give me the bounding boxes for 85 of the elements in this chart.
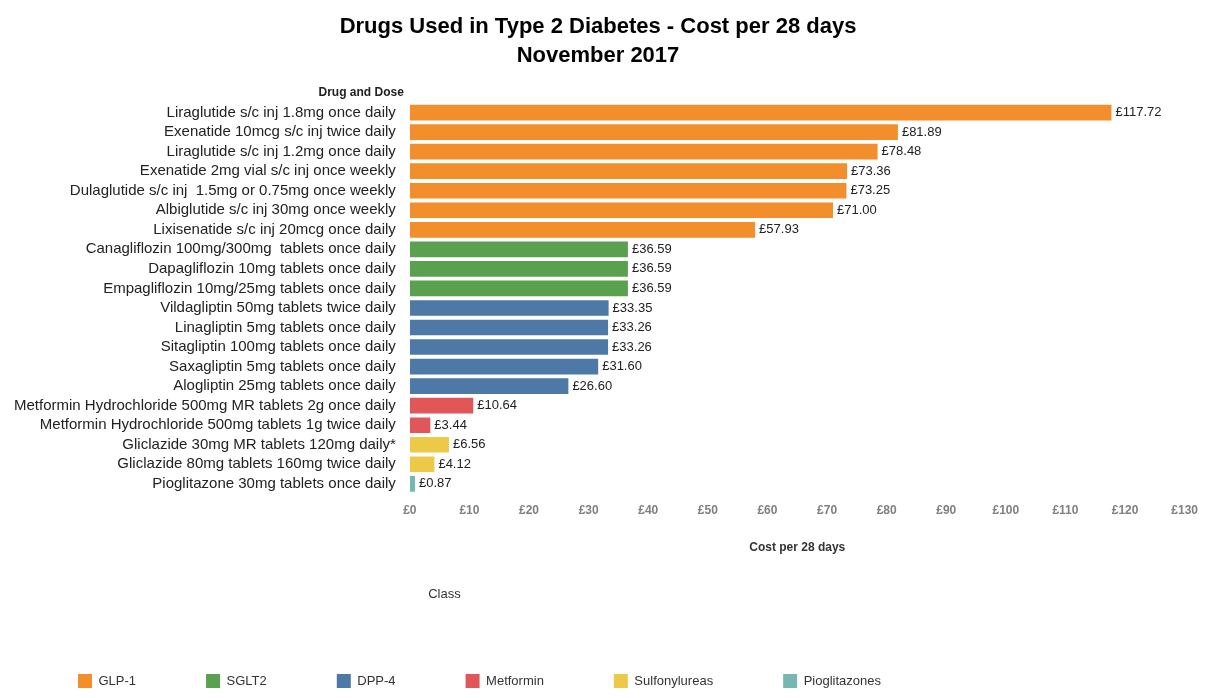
chart-subtitle: November 2017 [516, 41, 680, 67]
y-tick-label: Dulaglutide s/c inj 1.5mg or 0.75mg once weekly [69, 180, 397, 198]
data-label: £33.26 [612, 338, 652, 354]
y-tick-label: Canagliflozin 100mg/300mg tablets once daily [85, 239, 397, 257]
bar [409, 261, 628, 277]
bar [409, 104, 1112, 121]
data-label: £117.72 [1115, 104, 1162, 120]
bar [409, 358, 599, 375]
bar [409, 397, 474, 414]
data-label: £78.48 [881, 143, 922, 159]
chart-title: Drugs Used in Type 2 Diabetes - Cost per 28 days [339, 13, 857, 39]
y-tick-label: Liraglutide s/c inj 1.8mg once daily [166, 102, 397, 120]
x-tick-label: £20 [519, 503, 540, 518]
x-tick-label: £60 [757, 503, 778, 518]
data-label: £73.25 [850, 182, 891, 198]
y-tick-label: Empagliflozin 10mg/25mg tablets once daily [103, 278, 397, 296]
y-tick-label: Metformin Hydrochloride 500mg tablets 1g twice daily [39, 415, 397, 433]
y-tick-label: Metformin Hydrochloride 500mg MR tablets 2g once daily [14, 395, 397, 413]
bar [409, 280, 628, 297]
bar [409, 143, 878, 160]
bar [409, 202, 834, 219]
data-label: £0.87 [419, 475, 452, 491]
data-label: £81.89 [901, 123, 942, 139]
x-axis-title: Cost per 28 days [749, 539, 846, 554]
bar [409, 300, 609, 316]
legend-title: Class [428, 586, 462, 602]
y-tick-label: Saxagliptin 5mg tablets once daily [169, 356, 397, 374]
y-tick-label: Pioglitazone 30mg tablets once daily [152, 473, 397, 491]
y-tick-label: Vildagliptin 50mg tablets twice daily [160, 298, 397, 316]
y-axis-title: Drug and Dose [318, 85, 405, 100]
legend-label: Pioglitazones [803, 672, 882, 688]
data-label: £57.93 [759, 221, 799, 237]
data-label: £36.59 [631, 240, 672, 256]
x-tick-label: £40 [638, 503, 659, 518]
bar [409, 124, 898, 140]
bar [409, 339, 609, 355]
y-tick-label: Sitagliptin 100mg tablets once daily [160, 337, 397, 355]
y-tick-label: Lixisenatide s/c inj 20mcg once daily [153, 219, 397, 237]
data-label: £33.35 [612, 299, 653, 315]
data-label: £73.36 [851, 162, 891, 178]
legend-label: DPP-4 [357, 672, 396, 688]
x-tick-label: £50 [697, 503, 719, 518]
legend-label: GLP-1 [98, 672, 137, 688]
bar [409, 319, 609, 336]
legend-label: Metformin [486, 672, 544, 688]
x-tick-label: £100 [992, 503, 1020, 518]
y-tick-label: Exenatide 2mg vial s/c inj once weekly [139, 161, 397, 179]
x-tick-label: £120 [1111, 503, 1139, 518]
bar [409, 182, 847, 199]
x-tick-label: £30 [578, 503, 599, 518]
y-tick-label: Liraglutide s/c inj 1.2mg once daily [166, 141, 397, 159]
data-label: £36.59 [631, 280, 672, 296]
x-tick-label: £0 [403, 503, 417, 518]
data-label: £3.44 [434, 416, 467, 432]
bar [409, 417, 431, 434]
y-tick-label: Gliclazide 80mg tablets 160mg twice daily [117, 454, 397, 472]
data-label: £31.60 [602, 358, 642, 374]
x-tick-label: £130 [1171, 503, 1199, 518]
bar [409, 378, 569, 394]
data-label: £71.00 [837, 201, 877, 217]
x-tick-label: £80 [876, 503, 897, 518]
bar [409, 221, 756, 238]
x-tick-label: £70 [817, 503, 838, 518]
y-tick-label: Gliclazide 30mg MR tablets 120mg daily* [122, 434, 396, 452]
data-label: £33.26 [612, 319, 652, 335]
data-label: £36.59 [631, 260, 672, 276]
bar [409, 241, 628, 258]
bar [409, 436, 449, 453]
x-tick-label: £10 [459, 503, 480, 518]
data-label: £26.60 [572, 377, 613, 393]
bar [409, 456, 435, 473]
x-tick-label: £90 [936, 503, 957, 518]
x-tick-label: £110 [1052, 503, 1079, 518]
legend-label: Sulfonylureas [634, 672, 714, 688]
bar [409, 163, 848, 180]
data-label: £6.56 [452, 436, 486, 452]
bar [409, 476, 416, 492]
legend-label: SGLT2 [226, 672, 267, 688]
y-tick-label: Alogliptin 25mg tablets once daily [173, 376, 397, 394]
data-label: £10.64 [477, 397, 518, 413]
y-tick-label: Exenatide 10mcg s/c inj twice daily [164, 122, 397, 140]
y-tick-label: Linagliptin 5mg tablets once daily [174, 317, 397, 335]
y-tick-label: Albiglutide s/c inj 30mg once weekly [155, 200, 397, 218]
y-tick-label: Dapagliflozin 10mg tablets once daily [148, 259, 397, 277]
data-label: £4.12 [438, 455, 471, 471]
